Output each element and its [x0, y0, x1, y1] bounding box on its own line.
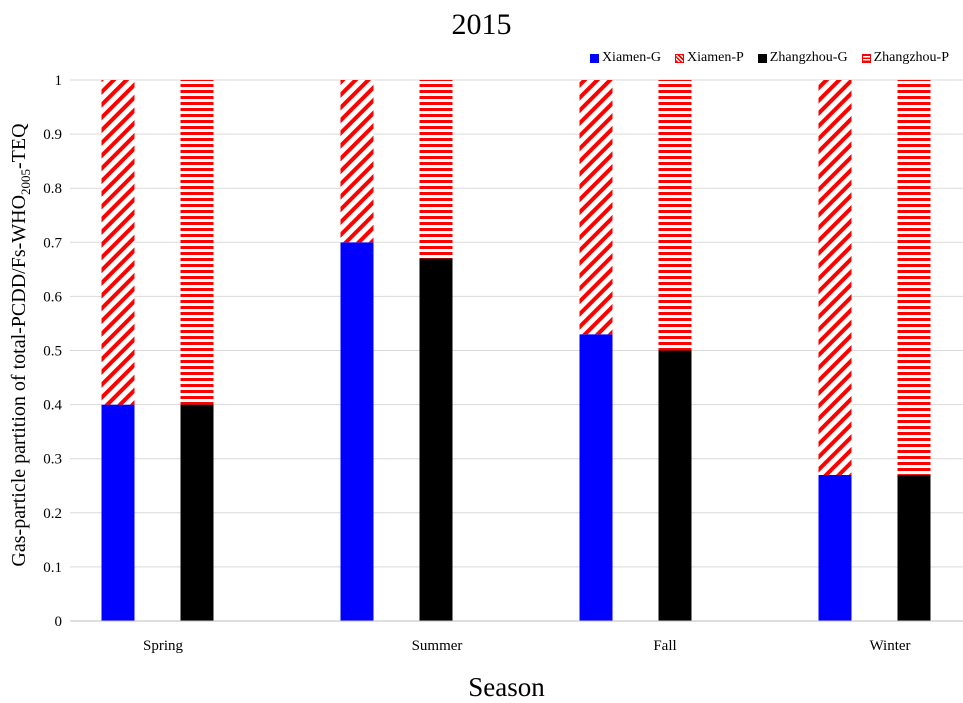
- y-tick-label: 0.7: [43, 235, 62, 251]
- bars: [101, 80, 931, 622]
- legend-item-zhangzhou-g: Zhangzhou-G: [757, 50, 848, 66]
- y-tick-label: 1: [55, 73, 63, 89]
- legend-label-zhangzhou-p: Zhangzhou-P: [873, 50, 949, 65]
- bar-xiamen-p-spring: [101, 80, 135, 405]
- y-tick-label: 0.9: [43, 127, 62, 143]
- x-tick-label-spring: Spring: [143, 638, 184, 654]
- legend-swatch-xiamen-p: [675, 53, 685, 63]
- y-axis-label: Gas-particle partition of total-PCDD/Fs-…: [8, 123, 33, 567]
- bar-zhangzhou-g-spring: [180, 404, 214, 621]
- legend-item-xiamen-p: Xiamen-P: [675, 50, 744, 66]
- bar-xiamen-p-winter: [818, 80, 852, 475]
- legend-item-xiamen-g: Xiamen-G: [589, 50, 662, 66]
- legend-swatch-zhangzhou-p: [861, 53, 871, 63]
- legend-label-xiamen-g: Xiamen-G: [601, 50, 662, 65]
- bar-xiamen-g-fall: [579, 334, 613, 621]
- y-tick-label: 0: [55, 614, 63, 630]
- y-tick-label: 0.5: [43, 344, 62, 360]
- bar-xiamen-p-summer: [340, 80, 374, 243]
- x-tick-label-fall: Fall: [653, 638, 676, 654]
- bar-zhangzhou-p-summer: [419, 80, 453, 259]
- bar-zhangzhou-g-summer: [419, 258, 453, 621]
- legend-item-zhangzhou-p: Zhangzhou-P: [861, 50, 949, 66]
- legend: Xiamen-G Xiamen-P Zhangzhou-G Zhangzhou-…: [589, 50, 949, 66]
- bar-zhangzhou-p-spring: [180, 80, 214, 405]
- bar-xiamen-p-fall: [579, 80, 613, 335]
- y-tick-label: 0.1: [43, 560, 62, 576]
- bar-xiamen-g-spring: [101, 404, 135, 621]
- legend-label-xiamen-p: Xiamen-P: [687, 50, 744, 65]
- x-tick-label-summer: Summer: [412, 638, 463, 654]
- x-axis-label: Season: [468, 672, 545, 702]
- bar-zhangzhou-g-winter: [897, 474, 931, 621]
- y-tick-label: 0.4: [43, 398, 62, 414]
- legend-swatch-zhangzhou-g: [757, 53, 767, 63]
- axes: 0 0.1 0.2 0.3 0.4 0.5 0.6 0.7 0.8 0.9 1 Spring Summe…: [43, 73, 963, 654]
- x-tick-label-winter: Winter: [869, 638, 910, 654]
- legend-swatch-xiamen-g: [589, 53, 599, 63]
- bar-zhangzhou-p-fall: [658, 80, 692, 351]
- bar-xiamen-g-winter: [818, 474, 852, 621]
- bar-zhangzhou-g-fall: [658, 350, 692, 621]
- y-tick-label: 0.2: [43, 506, 62, 522]
- bar-xiamen-g-summer: [340, 242, 374, 622]
- y-tick-label: 0.3: [43, 452, 62, 468]
- legend-label-zhangzhou-g: Zhangzhou-G: [769, 50, 848, 65]
- y-tick-label: 0.6: [43, 289, 62, 305]
- bar-zhangzhou-p-winter: [897, 80, 931, 475]
- y-tick-label: 0.8: [43, 181, 62, 197]
- chart-title: 2015: [451, 8, 512, 41]
